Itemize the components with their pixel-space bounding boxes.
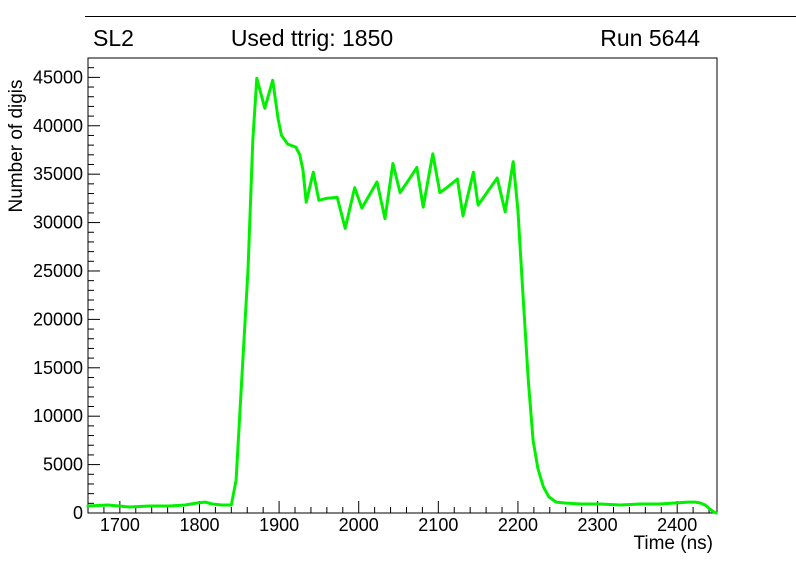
y-tick-label: 20000 (33, 309, 83, 329)
x-tick-label: 2000 (339, 515, 379, 535)
x-tick-label: 1800 (179, 515, 219, 535)
y-tick-label: 40000 (33, 116, 83, 136)
y-tick-label: 30000 (33, 213, 83, 233)
y-tick-label: 15000 (33, 358, 83, 378)
x-axis-title: Time (ns) (633, 533, 713, 554)
y-tick-label: 5000 (43, 455, 83, 475)
superlayer-title: SL2 (93, 25, 134, 51)
canvas-top-border (85, 16, 796, 17)
timebox-curve (86, 76, 718, 515)
y-axis-title: Number of digis (6, 79, 27, 212)
y-tick-label: 10000 (33, 406, 83, 426)
y-tick-label: 35000 (33, 164, 83, 184)
x-tick-label: 1900 (259, 515, 299, 535)
y-tick-label: 25000 (33, 261, 83, 281)
plot-frame (87, 57, 718, 514)
x-tick-label: 2300 (578, 515, 618, 535)
ttrig-title: Used ttrig: 1850 (230, 25, 394, 51)
x-tick-label: 1700 (100, 515, 140, 535)
y-tick-label: 45000 (33, 67, 83, 87)
x-tick-label: 2400 (657, 515, 697, 535)
y-tick-label: 0 (73, 503, 83, 523)
x-tick-label: 2200 (498, 515, 538, 535)
x-tick-label: 2100 (418, 515, 458, 535)
run-number-title: Run 5644 (600, 25, 700, 51)
